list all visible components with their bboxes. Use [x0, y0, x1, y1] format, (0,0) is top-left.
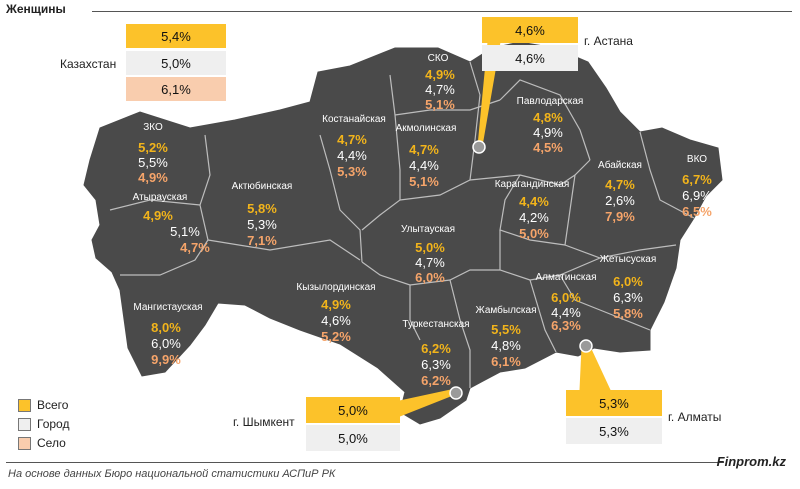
- region-rural-pavlodar: 4,5%: [533, 140, 563, 155]
- region-total-zhetysu: 6,0%: [613, 274, 643, 289]
- region-total-kyzylorda: 4,9%: [321, 297, 351, 312]
- region-total-aktobe: 5,8%: [247, 201, 277, 216]
- shymkent-urban: 5,0%: [306, 425, 400, 451]
- region-urban-pavlodar: 4,9%: [533, 125, 563, 140]
- region-rural-vko: 6,5%: [682, 204, 712, 219]
- region-rural-zhetysu: 5,8%: [613, 306, 643, 321]
- region-rural-mangystau: 9,9%: [151, 352, 181, 367]
- region-rural-sko: 5,1%: [425, 97, 455, 112]
- shymkent-label: г. Шымкент: [233, 415, 295, 429]
- region-urban-sko: 4,7%: [425, 82, 455, 97]
- region-rural-zko: 4,9%: [138, 170, 168, 185]
- region-name-vko: ВКО: [686, 154, 708, 165]
- legend-rural-label: Село: [37, 436, 66, 450]
- region-rural-aktobe: 7,1%: [247, 233, 277, 248]
- astana-total: 4,6%: [482, 17, 578, 43]
- region-name-kyzylorda: Кызылординская: [296, 282, 376, 293]
- shymkent-total: 5,0%: [306, 397, 400, 423]
- astana-marker: [472, 140, 486, 154]
- region-urban-aktobe: 5,3%: [247, 217, 277, 232]
- region-total-pavlodar: 4,8%: [533, 110, 563, 125]
- region-name-sko: СКО: [427, 53, 449, 64]
- region-name-kostanay: Костанайская: [322, 114, 386, 125]
- kazakhstan-total: 5,4%: [126, 24, 226, 48]
- legend-rural: Село: [18, 436, 66, 450]
- region-rural-ulytau: 6,0%: [415, 270, 445, 285]
- source-note: На основе данных Бюро национальной стати…: [8, 468, 336, 480]
- legend-urban: Город: [18, 417, 69, 431]
- region-urban-zhambyl: 4,8%: [491, 338, 521, 353]
- region-total-zhambyl: 5,5%: [491, 322, 521, 337]
- region-urban-almaty-region: 4,4%: [551, 305, 581, 320]
- region-name-abay: Абайская: [598, 160, 642, 171]
- region-urban-kostanay: 4,4%: [337, 148, 367, 163]
- region-name-almaty-region: Алматинская: [535, 272, 597, 283]
- region-rural-almaty-region: 6,3%: [551, 318, 581, 333]
- region-urban-karaganda: 4,2%: [519, 210, 549, 225]
- astana-label: г. Астана: [584, 34, 633, 48]
- almaty-label: г. Алматы: [668, 410, 722, 424]
- region-urban-ulytau: 4,7%: [415, 255, 445, 270]
- region-total-sko: 4,9%: [425, 67, 455, 82]
- brand-logo: Finprom.kz: [716, 454, 786, 469]
- page-title: Женщины: [6, 2, 66, 16]
- region-name-zhambyl: Жамбылская: [475, 305, 537, 316]
- region-name-pavlodar: Павлодарская: [516, 96, 584, 107]
- region-rural-abay: 7,9%: [605, 209, 635, 224]
- region-total-abay: 4,7%: [605, 177, 635, 192]
- kazakhstan-rural: 6,1%: [126, 77, 226, 101]
- almaty-pointer: [579, 346, 611, 391]
- region-total-karaganda: 4,4%: [519, 194, 549, 209]
- region-name-turkestan: Туркестанская: [402, 319, 470, 330]
- shymkent-marker: [449, 386, 463, 400]
- region-name-aktobe: Актюбинская: [231, 181, 293, 192]
- footer-divider: [6, 462, 724, 463]
- region-total-akmola: 4,7%: [409, 142, 439, 157]
- region-rural-kyzylorda: 5,2%: [321, 329, 351, 344]
- region-total-almaty-region: 6,0%: [551, 290, 581, 305]
- region-name-zhetysu: Жетысуская: [599, 254, 657, 265]
- region-total-atyrau: 4,9%: [143, 208, 173, 223]
- almaty-total: 5,3%: [566, 390, 662, 416]
- region-name-akmola: Акмолинская: [395, 123, 457, 134]
- legend-urban-label: Город: [37, 417, 70, 431]
- region-urban-turkestan: 6,3%: [421, 357, 451, 372]
- region-urban-mangystau: 6,0%: [151, 336, 181, 351]
- region-total-mangystau: 8,0%: [151, 320, 181, 335]
- region-name-atyrau: Атырауская: [132, 192, 188, 203]
- region-total-kostanay: 4,7%: [337, 132, 367, 147]
- region-urban-zko: 5,5%: [138, 155, 168, 170]
- region-name-ulytau: Улытауская: [400, 224, 456, 235]
- region-rural-turkestan: 6,2%: [421, 373, 451, 388]
- region-total-ulytau: 5,0%: [415, 240, 445, 255]
- region-urban-akmola: 4,4%: [409, 158, 439, 173]
- kazakhstan-label: Казахстан: [60, 57, 117, 71]
- region-rural-atyrau: 4,7%: [180, 240, 210, 255]
- region-name-zko: ЗКО: [143, 122, 163, 133]
- region-rural-karaganda: 5,0%: [519, 226, 549, 241]
- region-urban-zhetysu: 6,3%: [613, 290, 643, 305]
- region-total-turkestan: 6,2%: [421, 341, 451, 356]
- region-urban-abay: 2,6%: [605, 193, 635, 208]
- almaty-urban: 5,3%: [566, 418, 662, 444]
- legend-urban-swatch: [18, 417, 31, 431]
- region-rural-zhambyl: 6,1%: [491, 354, 521, 369]
- region-rural-akmola: 5,1%: [409, 174, 439, 189]
- region-name-mangystau: Мангистауская: [133, 302, 203, 313]
- almaty-marker: [579, 339, 593, 353]
- header-divider: [92, 11, 792, 12]
- kazakhstan-urban: 5,0%: [126, 51, 226, 75]
- legend-total-swatch: [18, 398, 31, 412]
- region-rural-kostanay: 5,3%: [337, 164, 367, 179]
- region-urban-atyrau: 5,1%: [170, 224, 200, 239]
- region-urban-kyzylorda: 4,6%: [321, 313, 351, 328]
- legend-total-label: Всего: [37, 398, 69, 412]
- region-total-vko: 6,7%: [682, 172, 712, 187]
- region-name-karaganda: Карагандинская: [494, 179, 570, 190]
- legend-rural-swatch: [18, 436, 31, 450]
- legend-total: Всего: [18, 398, 68, 412]
- astana-urban: 4,6%: [482, 45, 578, 71]
- region-total-zko: 5,2%: [138, 140, 168, 155]
- region-urban-vko: 6,9%: [682, 188, 712, 203]
